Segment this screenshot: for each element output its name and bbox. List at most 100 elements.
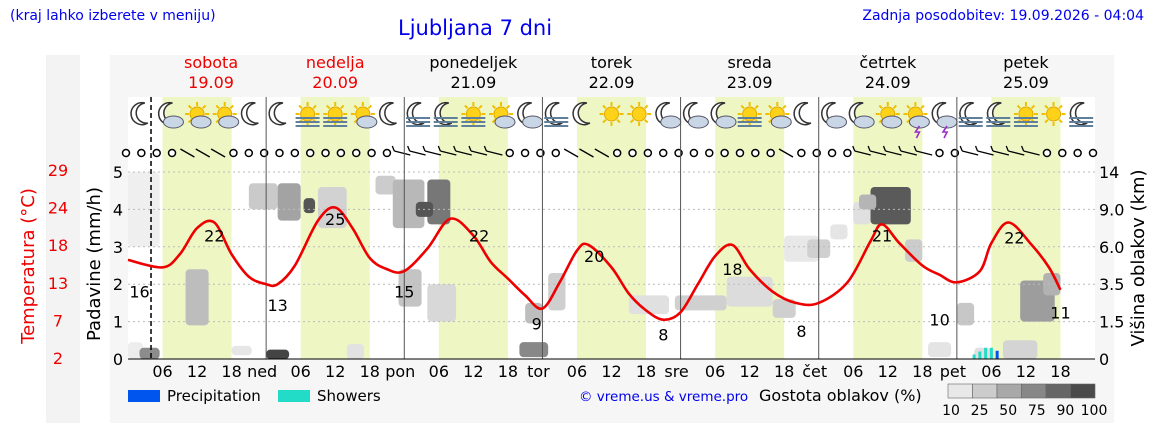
moon-icon	[240, 101, 259, 126]
hour-tick-label: 12	[187, 362, 207, 381]
temperature-label: 15	[394, 283, 414, 302]
sun-ray	[464, 104, 469, 110]
moon-fog-icon	[544, 101, 569, 127]
day-short-label: čet	[802, 362, 827, 381]
location-hint[interactable]: (kraj lahko izberete v meniju)	[10, 8, 216, 24]
sun-icon	[1041, 102, 1066, 126]
cloud-shape	[218, 115, 240, 129]
wind-calm-icon	[1042, 148, 1052, 158]
shower-bar	[978, 351, 982, 359]
wind-barb-icon	[594, 148, 610, 158]
sun-ray	[187, 104, 193, 110]
wind-barb-feather	[468, 145, 472, 152]
moon-icon	[572, 101, 591, 126]
cloud-patch	[772, 299, 796, 318]
moon-crescent	[793, 101, 812, 126]
wind-barb-icon	[1008, 150, 1025, 156]
precip-bar	[995, 350, 999, 359]
cloud-patch	[956, 302, 975, 326]
sun-ray	[298, 104, 303, 110]
day-short-label: tor	[527, 362, 550, 381]
day-date: 25.09	[1003, 73, 1049, 92]
wind-calm-icon	[244, 148, 254, 158]
hour-tick-label: 12	[1016, 362, 1036, 381]
cloud-shape	[715, 115, 737, 129]
moon-crescent	[406, 101, 425, 126]
moon-crescent	[268, 101, 287, 126]
wind-calm-icon	[612, 148, 622, 158]
cloud-shape	[162, 115, 184, 129]
sun-fog-icon	[1013, 102, 1038, 127]
day-short-label: pon	[385, 362, 415, 381]
cloud-cover	[128, 172, 1061, 359]
temperature-label: 22	[204, 227, 224, 246]
sun-ray	[367, 104, 373, 110]
day-date: 21.09	[450, 73, 496, 92]
wind-barb-icon	[1023, 150, 1040, 156]
wind-calm-icon	[643, 148, 653, 158]
hour-tick-label: 12	[739, 362, 759, 381]
moon-crescent	[1069, 101, 1088, 126]
chart-grid	[128, 97, 1095, 359]
wind-barb-icon	[962, 150, 979, 156]
moon-fog-icon	[986, 101, 1011, 127]
wind-calm-icon	[382, 148, 392, 158]
moon-crescent	[378, 101, 397, 126]
cloud-patch	[928, 342, 952, 358]
sun-storm-icon	[903, 102, 930, 139]
wind-calm-icon	[658, 148, 668, 158]
cloud-patch	[870, 186, 911, 225]
sun-ray	[878, 118, 883, 124]
chart-axes: 012345271318242901.53.56.09.014Temperatu…	[18, 161, 1149, 381]
wind-calm-icon	[229, 148, 238, 158]
wind-calm-icon	[1073, 148, 1082, 158]
temperature-label: 8	[796, 322, 806, 341]
cloud-legend-level: 50	[999, 403, 1017, 419]
wind-barb-feather	[898, 145, 902, 152]
cloud-height-tick-label: 0	[1099, 350, 1109, 369]
cloud-height-tick-label: 6.0	[1099, 238, 1124, 257]
temperature-line	[127, 206, 1062, 322]
cloud-legend-swatch	[1070, 383, 1096, 399]
cloud-shape	[908, 115, 930, 129]
shower-bar	[989, 347, 993, 359]
moon-cloud-icon	[157, 101, 184, 129]
sun-ray	[878, 104, 883, 110]
moon-crescent	[544, 101, 563, 126]
day-date: 23.09	[727, 73, 773, 92]
wind-barb-icon	[778, 148, 794, 158]
wind-barb-feather	[913, 145, 917, 152]
cloud-patch	[392, 179, 425, 229]
day-name: četrtek	[859, 53, 917, 72]
moon-fog-icon	[958, 101, 983, 127]
temperature-label: 16	[129, 283, 149, 302]
hour-tick-label: 12	[463, 362, 483, 381]
sun-ray	[1044, 118, 1049, 124]
sun-ray	[740, 104, 745, 110]
sun-fog-icon	[323, 102, 348, 127]
hour-tick-label: 18	[1050, 362, 1070, 381]
cloud-height-tick-label: 14	[1099, 163, 1119, 182]
lightning-bolt	[913, 125, 921, 139]
wind-calm-icon	[1058, 148, 1067, 158]
wind-calm-icon	[520, 148, 530, 158]
wind-barb-icon	[195, 148, 211, 158]
cloud-height-tick-label: 1.5	[1099, 313, 1124, 332]
cloud-patch	[427, 179, 451, 225]
sun-disc	[631, 106, 647, 122]
wind-calm-icon	[720, 148, 729, 158]
wind-barb-feather	[407, 145, 411, 152]
wind-barb-icon	[563, 148, 579, 158]
chart-legend: Precipitation Showers © vreme.us & vreme.p…	[128, 383, 1107, 419]
hour-tick-label: 06	[152, 362, 172, 381]
temperature-label: 25	[325, 210, 345, 229]
moon-crescent	[959, 101, 978, 126]
wind-barb-feather	[1020, 145, 1025, 152]
moon-fog-icon	[406, 101, 431, 127]
sun-ray	[478, 104, 483, 110]
temperature-label: 22	[469, 227, 489, 246]
sun-ray	[353, 104, 358, 110]
moon-fog-icon	[1069, 101, 1094, 127]
sun-ray	[202, 104, 207, 110]
cloud-patch	[519, 342, 549, 358]
